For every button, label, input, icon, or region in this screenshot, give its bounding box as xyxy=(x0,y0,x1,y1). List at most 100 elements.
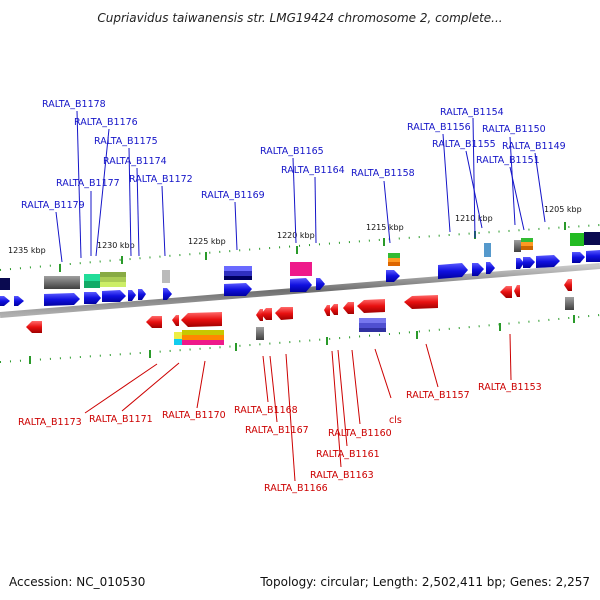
gene-label[interactable]: RALTA_B1178 xyxy=(42,99,106,110)
gene-arrow[interactable] xyxy=(256,309,263,321)
gene-arrow[interactable] xyxy=(26,321,42,333)
gene-label[interactable]: RALTA_B1154 xyxy=(440,107,504,118)
gene-box[interactable] xyxy=(388,253,400,258)
gene-arrow[interactable] xyxy=(564,279,572,291)
leader-line xyxy=(337,349,348,447)
gene-label[interactable]: RALTA_B1161 xyxy=(316,449,380,460)
gene-box[interactable] xyxy=(182,340,224,345)
gene-arrow[interactable] xyxy=(486,262,495,274)
gene-label[interactable]: RALTA_B1174 xyxy=(103,156,167,167)
gene-box[interactable] xyxy=(174,332,182,339)
gene-label[interactable]: RALTA_B1156 xyxy=(407,122,471,133)
gene-box[interactable] xyxy=(584,232,600,245)
gene-arrow[interactable] xyxy=(163,288,172,300)
gene-arrow[interactable] xyxy=(586,250,600,262)
gene-label[interactable]: RALTA_B1167 xyxy=(245,425,309,436)
gene-arrow[interactable] xyxy=(138,289,146,300)
gene-label[interactable]: cls xyxy=(389,415,402,426)
gene-box[interactable] xyxy=(224,271,252,276)
gene-arrow[interactable] xyxy=(290,278,312,292)
gene-arrow[interactable] xyxy=(44,293,80,306)
gene-label[interactable]: RALTA_B1165 xyxy=(260,146,324,157)
gene-label[interactable]: RALTA_B1172 xyxy=(129,174,193,185)
gene-box[interactable] xyxy=(84,274,100,281)
gene-box[interactable] xyxy=(224,266,252,271)
gene-label[interactable]: RALTA_B1169 xyxy=(201,190,265,201)
gene-box[interactable] xyxy=(521,238,533,242)
gene-arrow[interactable] xyxy=(0,296,10,306)
lower-scale-track xyxy=(0,314,600,364)
gene-label[interactable]: RALTA_B1151 xyxy=(476,155,540,166)
gene-arrow[interactable] xyxy=(330,304,338,315)
gene-label[interactable]: RALTA_B1155 xyxy=(432,139,496,150)
gene-box[interactable] xyxy=(570,233,584,246)
gene-label[interactable]: RALTA_B1164 xyxy=(281,165,345,176)
gene-box[interactable] xyxy=(182,330,224,335)
gene-label[interactable]: RALTA_B1166 xyxy=(264,483,328,494)
gene-box[interactable] xyxy=(521,246,533,250)
gene-label[interactable]: RALTA_B1157 xyxy=(406,390,470,401)
gene-arrow[interactable] xyxy=(343,302,354,314)
gene-arrow[interactable] xyxy=(472,263,484,276)
gene-arrow[interactable] xyxy=(500,286,512,298)
gene-box[interactable] xyxy=(359,323,386,328)
gene-box[interactable] xyxy=(359,318,386,323)
gene-label[interactable]: RALTA_B1163 xyxy=(310,470,374,481)
gene-arrow[interactable] xyxy=(404,295,438,309)
gene-label[interactable]: RALTA_B1153 xyxy=(478,382,542,393)
gene-label[interactable]: RALTA_B1175 xyxy=(94,136,158,147)
gene-box[interactable] xyxy=(484,243,491,257)
gene-arrow[interactable] xyxy=(316,278,325,290)
gene-box[interactable] xyxy=(162,270,170,283)
gene-box[interactable] xyxy=(182,335,224,340)
gene-arrow[interactable] xyxy=(572,252,585,263)
gene-box[interactable] xyxy=(514,240,521,252)
gene-arrow[interactable] xyxy=(386,270,400,282)
gene-label[interactable]: RALTA_B1158 xyxy=(351,168,415,179)
gene-label[interactable]: RALTA_B1173 xyxy=(18,417,82,428)
gene-box[interactable] xyxy=(100,277,126,282)
gene-arrow[interactable] xyxy=(275,307,293,320)
gene-arrow[interactable] xyxy=(523,257,535,268)
gene-label[interactable]: RALTA_B1171 xyxy=(89,414,153,425)
gene-label[interactable]: RALTA_B1170 xyxy=(162,410,226,421)
gene-arrow[interactable] xyxy=(128,290,136,301)
gene-label[interactable]: RALTA_B1160 xyxy=(328,428,392,439)
gene-box[interactable] xyxy=(100,282,126,287)
gene-box[interactable] xyxy=(388,262,400,266)
gene-arrow[interactable] xyxy=(261,308,272,320)
gene-label[interactable]: RALTA_B1177 xyxy=(56,178,120,189)
gene-box[interactable] xyxy=(174,339,182,345)
gene-label[interactable]: RALTA_B1149 xyxy=(502,141,566,152)
gene-box[interactable] xyxy=(565,297,574,310)
gene-box[interactable] xyxy=(100,272,126,277)
gene-box[interactable] xyxy=(224,276,252,280)
gene-arrow[interactable] xyxy=(224,283,252,296)
gene-box[interactable] xyxy=(84,281,100,288)
gene-arrow[interactable] xyxy=(516,258,524,269)
gene-label[interactable]: RALTA_B1176 xyxy=(74,117,138,128)
gene-box[interactable] xyxy=(359,328,386,332)
gene-label[interactable]: RALTA_B1179 xyxy=(21,200,85,211)
gene-arrow[interactable] xyxy=(84,292,101,304)
gene-arrow[interactable] xyxy=(146,316,162,328)
tick-label: 1225 kbp xyxy=(188,237,226,246)
leader-line xyxy=(509,333,512,381)
gene-arrow[interactable] xyxy=(536,255,560,268)
gene-arrow[interactable] xyxy=(102,290,126,302)
gene-arrow[interactable] xyxy=(514,285,520,297)
gene-box[interactable] xyxy=(0,278,10,290)
gene-arrow[interactable] xyxy=(172,315,179,326)
gene-arrow[interactable] xyxy=(181,312,222,327)
gene-arrow[interactable] xyxy=(14,296,24,306)
gene-box[interactable] xyxy=(388,258,400,262)
gene-box[interactable] xyxy=(290,262,312,276)
gene-arrow[interactable] xyxy=(438,263,468,279)
gene-arrow[interactable] xyxy=(357,299,385,313)
gene-box[interactable] xyxy=(521,242,533,246)
gene-box[interactable] xyxy=(256,327,264,340)
gene-arrow[interactable] xyxy=(324,305,330,316)
gene-label[interactable]: RALTA_B1168 xyxy=(234,405,298,416)
gene-box[interactable] xyxy=(44,276,80,289)
gene-label[interactable]: RALTA_B1150 xyxy=(482,124,546,135)
